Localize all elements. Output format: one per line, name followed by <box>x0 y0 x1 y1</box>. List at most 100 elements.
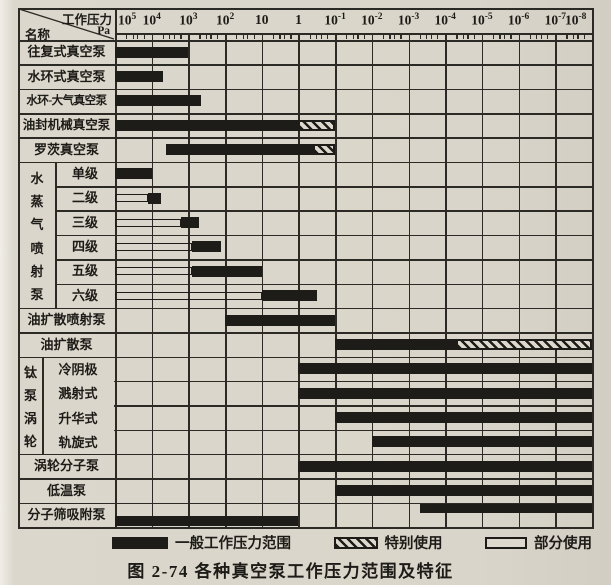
row-boundary-line <box>18 234 592 237</box>
axis-minor-tick <box>540 33 542 39</box>
pump-name-cell: 三级 <box>71 214 98 230</box>
legend-label-general: 一般工作压力范围 <box>175 536 291 552</box>
row-boundary-line <box>18 478 592 480</box>
axis-minor-tick <box>253 33 255 39</box>
pressure-bar-general <box>166 144 314 156</box>
legend-label-partial: 部分使用 <box>534 536 592 552</box>
plot-gridline <box>518 33 521 527</box>
axis-minor-tick <box>400 33 402 39</box>
axis-minor-tick <box>352 33 354 39</box>
group-cell-patch <box>20 163 55 308</box>
plot-gridline <box>225 33 227 527</box>
row-boundary-line <box>18 88 592 91</box>
pressure-bar-general <box>298 387 592 399</box>
axis-minor-tick <box>199 33 201 39</box>
pressure-bar-general <box>192 265 262 277</box>
row-boundary-line <box>18 161 592 164</box>
axis-minor-tick <box>363 33 365 39</box>
row-boundary-line <box>18 429 592 432</box>
pressure-bar-general <box>115 71 163 83</box>
axis-minor-tick <box>173 33 176 39</box>
pressure-bar-general <box>419 503 592 514</box>
corner-diagonal-line <box>18 8 115 40</box>
plot-gridline <box>151 33 154 527</box>
axis-minor-tick <box>583 33 586 39</box>
pump-type-label: 溅射式 <box>58 386 98 402</box>
axis-minor-tick <box>430 33 432 39</box>
axis-tick-label: 10-5 <box>471 12 493 28</box>
pressure-bar-general <box>115 46 189 58</box>
pressure-bar-general <box>115 119 299 131</box>
axis-tick-exponent: -1 <box>337 12 346 22</box>
group-label-char: 射 <box>30 264 44 280</box>
pressure-bar-general <box>298 363 592 375</box>
pump-name-cell: 油扩散泵 <box>40 336 93 352</box>
legend-swatch-special-icon <box>333 536 378 549</box>
corner-name-label: 名称 <box>25 28 51 42</box>
group-label-char: 蒸 <box>30 193 44 209</box>
axis-minor-tick <box>426 33 428 39</box>
pump-name-cell: 六级 <box>71 287 98 303</box>
corner-unit-label: Pa <box>97 25 110 37</box>
axis-minor-tick <box>309 33 311 39</box>
pressure-bar-special <box>298 119 336 131</box>
axis-minor-tick <box>547 33 549 39</box>
axis-minor-tick <box>536 33 538 39</box>
group-strip-divider <box>42 356 44 454</box>
row-boundary-line <box>18 453 592 456</box>
axis-tick-label: 10-3 <box>397 12 420 28</box>
row-boundary-line <box>18 405 592 407</box>
axis-minor-tick <box>492 33 495 39</box>
pressure-bar-general <box>115 95 202 107</box>
pressure-bar-general <box>335 338 457 350</box>
legend: 一般工作压力范围 特别使用 部分使用 <box>112 532 592 553</box>
plot-gridline <box>555 33 557 527</box>
figure-caption: 图 2-74 各种真空泵工作压力范围及特征 <box>127 562 454 581</box>
legend-label-special: 特别使用 <box>384 536 443 552</box>
axis-tick-exponent: 3 <box>192 12 198 22</box>
axis-tick-exponent: 5 <box>131 12 137 22</box>
axis-minor-tick <box>290 33 292 39</box>
axis-minor-tick <box>382 33 385 39</box>
group-label-char: 泵 <box>23 387 37 403</box>
axis-tick-exponent: 2 <box>229 12 235 22</box>
axis-minor-tick <box>126 33 128 39</box>
axis-tick-exponent: -5 <box>484 12 493 22</box>
pressure-bar-partial <box>115 194 149 203</box>
axis-minor-tick <box>320 33 322 39</box>
axis-minor-tick <box>499 33 501 39</box>
plot-gridline <box>335 33 337 527</box>
group-label-char: 气 <box>30 217 44 233</box>
axis-tick-label: 10-8 <box>565 12 587 28</box>
axis-minor-tick <box>389 33 391 39</box>
axis-tick-label: 102 <box>215 12 235 28</box>
row-boundary-line <box>18 380 592 383</box>
axis-tick-label: 103 <box>179 12 198 28</box>
pump-name-cell: 水环-大气真空泵 <box>26 94 107 107</box>
pressure-bar-general <box>335 411 592 423</box>
row-boundary-line <box>18 502 592 505</box>
pressure-bar-partial <box>115 242 193 251</box>
axis-tick-label: 10 <box>255 12 269 27</box>
pressure-bar-general <box>371 436 592 448</box>
axis-minor-tick <box>529 33 531 39</box>
axis-minor-tick <box>143 33 145 39</box>
axis-minor-tick <box>315 33 318 39</box>
row-boundary-line <box>18 137 592 139</box>
axis-tick-label: 10-4 <box>434 12 456 28</box>
plot-gridline <box>261 33 264 527</box>
axis-minor-tick <box>419 33 421 39</box>
axis-tick-label: 105 <box>118 12 137 28</box>
row-boundary-line <box>18 307 592 310</box>
pump-name-cell: 往复式真空泵 <box>27 44 106 60</box>
row-boundary-line <box>18 356 592 359</box>
axis-minor-tick <box>566 33 568 39</box>
pump-name-cell: 水环式真空泵 <box>27 68 106 84</box>
axis-minor-tick <box>283 33 286 39</box>
row-boundary-line <box>18 40 592 42</box>
axis-minor-tick <box>393 33 396 39</box>
pump-name-cell: 二级 <box>71 190 98 206</box>
row-boundary-line <box>18 210 592 212</box>
axis-minor-tick <box>216 33 219 39</box>
